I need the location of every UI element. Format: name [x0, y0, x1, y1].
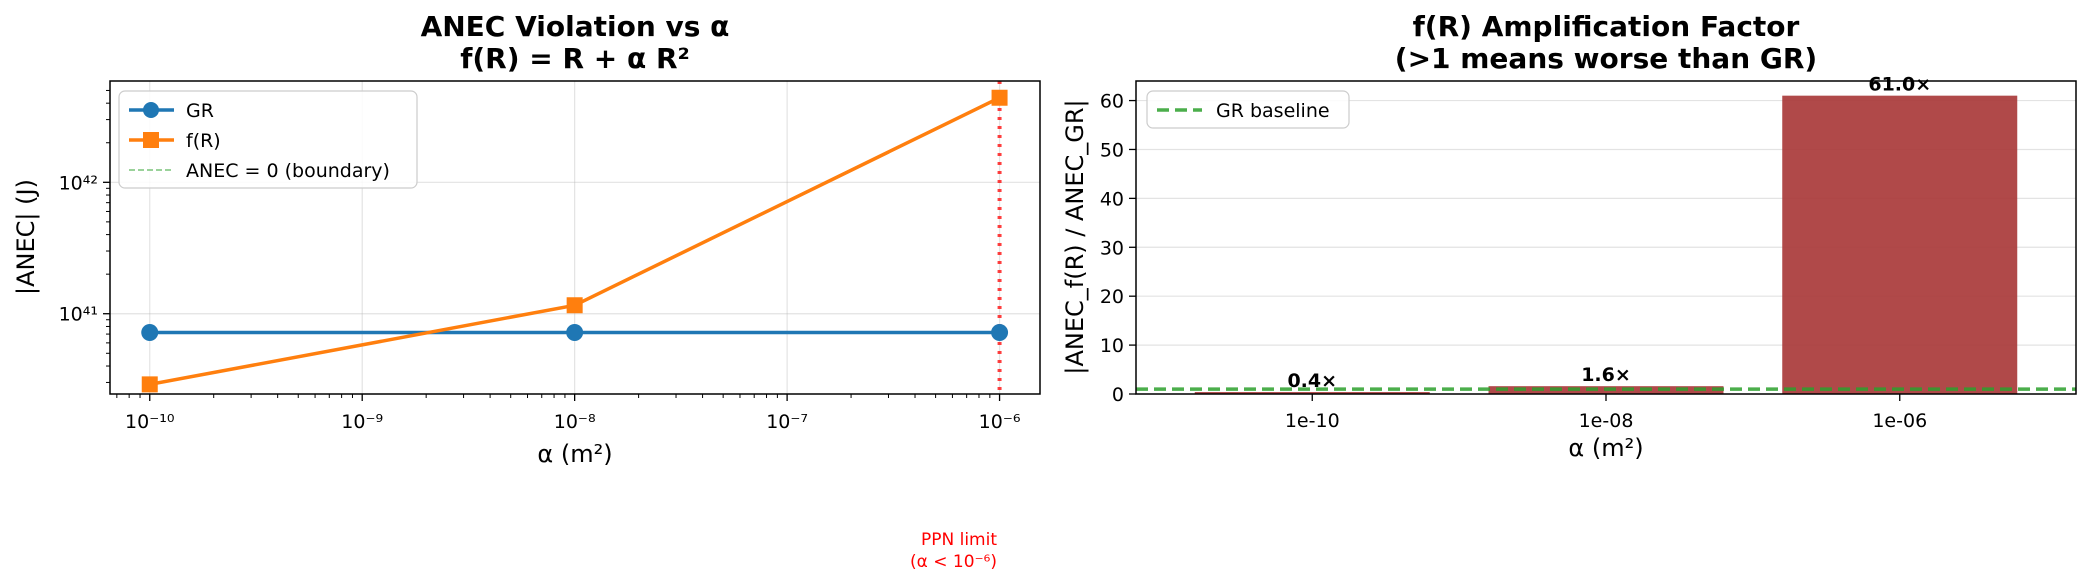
series-fr-point: [991, 89, 1008, 106]
right-bars: [1194, 95, 2018, 394]
left-x-axis-label: α (m²): [537, 440, 612, 468]
right-y-tick-label: 50: [1100, 139, 1124, 161]
right-y-ticks: 0 10 20 30 40 50 60: [1100, 91, 1136, 406]
legend-fr-marker: [143, 132, 159, 148]
left-series: [141, 89, 1009, 393]
right-chart-subtitle: (>1 means worse than GR): [1395, 42, 1817, 75]
left-chart-title: ANEC Violation vs α: [421, 10, 730, 43]
bar-value-label-1e-08: 1.6×: [1581, 364, 1631, 386]
bar-value-label-1e-10: 0.4×: [1287, 370, 1337, 392]
right-y-tick-label: 60: [1100, 91, 1124, 113]
left-y-tick-label: 10⁴¹: [59, 304, 98, 326]
left-legend-box: [118, 90, 418, 189]
left-y-axis-label: |ANEC| (J): [12, 179, 40, 295]
left-y-tick-label: 10⁴²: [59, 172, 98, 194]
right-y-tick-label: 0: [1112, 384, 1124, 406]
right-x-axis-label: α (m²): [1568, 434, 1643, 462]
right-legend: GR baseline: [1146, 90, 1350, 129]
series-gr-point: [991, 323, 1009, 341]
right-y-axis-label: |ANEC_f(R) / ANEC_GR|: [1061, 99, 1089, 374]
series-fr-point: [566, 297, 583, 314]
left-x-tick-label: 10⁻⁶: [979, 411, 1021, 433]
left-plot-frame: [109, 80, 1041, 395]
right-y-tick-label: 40: [1100, 188, 1124, 210]
left-x-ticks: 10⁻¹⁰ 10⁻⁹ 10⁻⁸ 10⁻⁷ 10⁻⁶: [116, 394, 1021, 433]
ppn-limit-annotation-line2: (α < 10⁻⁶): [910, 552, 997, 572]
ppn-limit-annotation-line1: PPN limit: [921, 530, 997, 550]
left-x-tick-label: 10⁻⁹: [341, 411, 383, 433]
bar-1e-06: [1782, 95, 2018, 394]
right-plot-frame: [1135, 80, 2077, 395]
series-fr-point: [141, 376, 158, 393]
legend-gr-baseline-label: GR baseline: [1216, 100, 1330, 122]
series-gr-point: [566, 323, 584, 341]
series-gr-point: [141, 323, 159, 341]
left-x-tick-label: 10⁻⁷: [766, 411, 808, 433]
left-chart-subtitle: f(R) = R + α R²: [460, 42, 690, 75]
amplification-bar-chart: f(R) Amplification Factor (>1 means wors…: [1061, 10, 2077, 462]
right-y-tick-label: 30: [1100, 237, 1124, 259]
right-chart-title: f(R) Amplification Factor: [1413, 10, 1800, 43]
right-y-tick-label: 10: [1100, 335, 1124, 357]
right-bar-labels: 0.4× 1.6× 61.0×: [1287, 74, 1931, 392]
legend-gr-marker: [143, 102, 159, 118]
right-y-tick-label: 20: [1100, 286, 1124, 308]
right-x-ticks: 1e-10 1e-08 1e-06: [1285, 394, 1927, 432]
right-x-tick-label: 1e-06: [1872, 410, 1927, 432]
bar-value-label-1e-06: 61.0×: [1868, 74, 1931, 96]
legend-fr-label: f(R): [186, 130, 221, 152]
right-x-tick-label: 1e-08: [1579, 410, 1634, 432]
anec-line-chart: ANEC Violation vs α f(R) = R + α R² 10⁻¹…: [12, 10, 1041, 572]
right-legend-box: [1146, 90, 1350, 129]
bar-1e-10: [1194, 392, 1430, 394]
left-x-tick-label: 10⁻⁸: [554, 411, 596, 433]
left-x-tick-label: 10⁻¹⁰: [125, 411, 174, 433]
right-x-tick-label: 1e-10: [1285, 410, 1340, 432]
left-legend: GR f(R) ANEC = 0 (boundary): [118, 90, 418, 189]
legend-anec-label: ANEC = 0 (boundary): [186, 160, 390, 182]
legend-gr-label: GR: [186, 100, 214, 122]
